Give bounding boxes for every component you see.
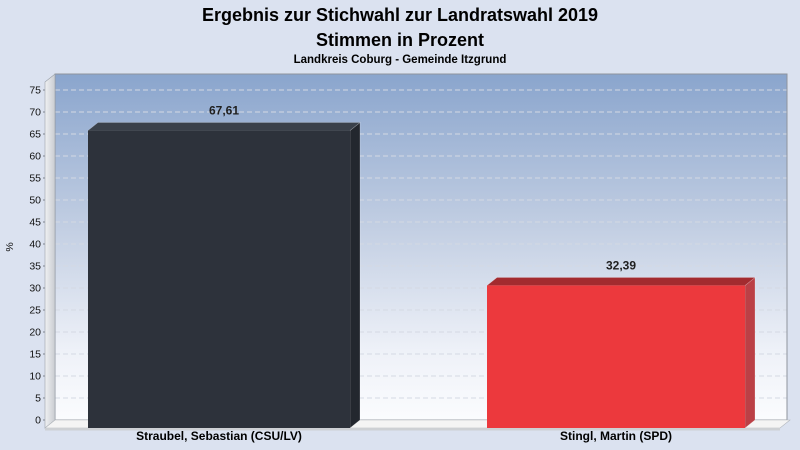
floor-front-edge bbox=[45, 428, 780, 431]
y-tick-label: 15 bbox=[29, 349, 41, 361]
y-tick-label: 75 bbox=[29, 85, 41, 97]
bar-side-face bbox=[349, 121, 361, 429]
y-tick-label: 5 bbox=[35, 393, 41, 405]
y-tick-label: 70 bbox=[29, 107, 41, 119]
y-tick-label: 25 bbox=[29, 305, 41, 317]
y-tick-label: 45 bbox=[29, 217, 41, 229]
bar-0: 67,61 Straubel, Sebastian (CSU/LV) bbox=[87, 104, 361, 443]
y-tick-label: 55 bbox=[29, 173, 41, 185]
x-category-label: Stingl, Martin (SPD) bbox=[560, 429, 672, 443]
y-axis-title: % bbox=[4, 242, 16, 251]
y-tick-label: 0 bbox=[35, 415, 41, 427]
y-tick-label: 35 bbox=[29, 261, 41, 273]
left-wall-3d bbox=[44, 73, 56, 429]
chart-subtitle: Landkreis Coburg - Gemeinde Itzgrund bbox=[293, 54, 507, 66]
bar-value-label: 32,39 bbox=[606, 258, 636, 272]
y-tick-label: 20 bbox=[29, 327, 41, 339]
chart-title-line1: Ergebnis zur Stichwahl zur Landratswahl … bbox=[201, 5, 599, 25]
y-tick-label: 30 bbox=[29, 283, 41, 295]
y-tick-label: 40 bbox=[29, 239, 41, 251]
x-category-label: Straubel, Sebastian (CSU/LV) bbox=[136, 429, 302, 443]
y-tick-label: 50 bbox=[29, 195, 41, 207]
bar-front-face bbox=[88, 130, 350, 429]
bar-side-face bbox=[744, 276, 756, 429]
bar-top-face bbox=[87, 122, 361, 131]
y-tick-label: 60 bbox=[29, 151, 41, 163]
bar-value-label: 67,61 bbox=[209, 104, 239, 118]
bar-top-face bbox=[486, 277, 756, 286]
y-tick-label: 10 bbox=[29, 371, 41, 383]
y-tick-label: 65 bbox=[29, 129, 41, 141]
bar-front-face bbox=[487, 285, 745, 428]
bar-1: 32,39 Stingl, Martin (SPD) bbox=[486, 258, 756, 443]
chart-title-line2: Stimmen in Prozent bbox=[315, 30, 485, 50]
